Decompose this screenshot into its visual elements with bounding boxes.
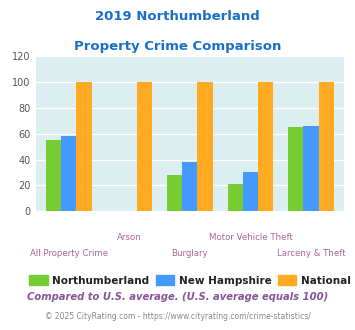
Text: © 2025 CityRating.com - https://www.cityrating.com/crime-statistics/: © 2025 CityRating.com - https://www.city… bbox=[45, 312, 310, 321]
Text: Compared to U.S. average. (U.S. average equals 100): Compared to U.S. average. (U.S. average … bbox=[27, 292, 328, 302]
Legend: Northumberland, New Hampshire, National: Northumberland, New Hampshire, National bbox=[29, 275, 350, 286]
Bar bbox=[46, 140, 61, 211]
Bar bbox=[137, 82, 152, 211]
Text: Arson: Arson bbox=[117, 233, 142, 242]
Text: Burglary: Burglary bbox=[171, 249, 208, 258]
Bar bbox=[258, 82, 273, 211]
Bar bbox=[76, 82, 92, 211]
Bar bbox=[319, 82, 334, 211]
Bar bbox=[228, 184, 243, 211]
Bar bbox=[288, 127, 304, 211]
Bar bbox=[167, 175, 182, 211]
Bar bbox=[61, 136, 76, 211]
Text: 2019 Northumberland: 2019 Northumberland bbox=[95, 10, 260, 23]
Text: Motor Vehicle Theft: Motor Vehicle Theft bbox=[208, 233, 293, 242]
Bar bbox=[243, 172, 258, 211]
Text: Property Crime Comparison: Property Crime Comparison bbox=[74, 40, 281, 52]
Text: All Property Crime: All Property Crime bbox=[30, 249, 108, 258]
Bar bbox=[182, 162, 197, 211]
Text: Larceny & Theft: Larceny & Theft bbox=[277, 249, 345, 258]
Bar bbox=[197, 82, 213, 211]
Bar bbox=[304, 126, 319, 211]
